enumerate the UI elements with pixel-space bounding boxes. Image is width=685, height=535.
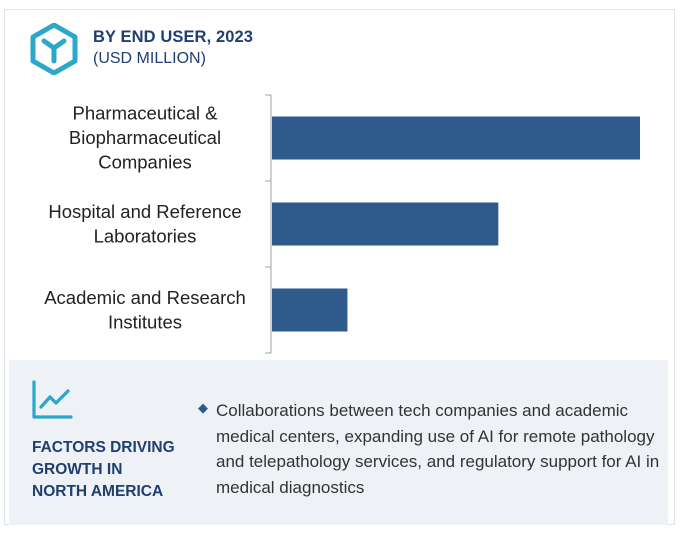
category-label-line: Biopharmaceutical — [69, 127, 221, 148]
factors-heading-line: NORTH AMERICA — [32, 483, 164, 500]
cube-logo-icon — [30, 23, 78, 75]
category-label-line: Laboratories — [94, 225, 197, 246]
factors-panel: FACTORS DRIVING GROWTH IN NORTH AMERICA … — [9, 360, 668, 525]
diamond-bullet-icon: ◆ — [198, 400, 208, 415]
category-label: Hospital and Reference Laboratories — [48, 201, 241, 247]
category-label-line: Academic and Research — [44, 287, 246, 308]
factors-heading-line: FACTORS DRIVING — [32, 439, 175, 456]
bar — [272, 288, 348, 332]
category-label: Academic and Research Institutes — [44, 287, 246, 333]
category-label-line: Pharmaceutical & — [73, 103, 219, 124]
trend-line-chart-icon — [32, 380, 73, 419]
bar — [272, 202, 499, 246]
factor-description: Collaborations between tech companies an… — [216, 401, 660, 497]
bar-chart: Pharmaceutical & Biopharmaceutical Compani… — [44, 94, 640, 354]
category-label-line: Hospital and Reference — [48, 201, 241, 222]
category-label-line: Institutes — [108, 311, 182, 332]
chart-subtitle: (USD MILLION) — [93, 50, 206, 67]
category-label-line: Companies — [98, 152, 192, 173]
category-label: Pharmaceutical & Biopharmaceutical Compani… — [69, 103, 221, 173]
chart-title: BY END USER, 2023 — [93, 28, 254, 46]
bar — [272, 116, 640, 160]
factors-heading: FACTORS DRIVING GROWTH IN NORTH AMERICA — [32, 437, 192, 503]
factors-heading-line: GROWTH IN — [32, 461, 123, 478]
